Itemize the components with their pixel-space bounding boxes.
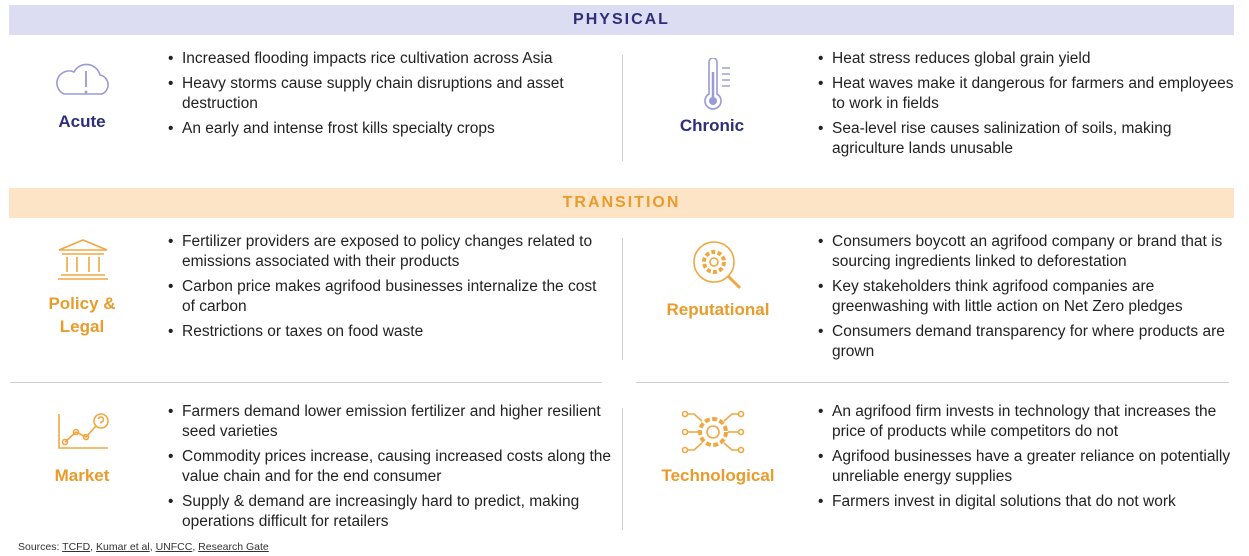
bullet-item: Increased flooding impacts rice cultivat… (168, 49, 612, 69)
category-label: Market (54, 466, 110, 485)
bullet-list: Increased flooding impacts rice cultivat… (168, 49, 612, 144)
bullet-item: Heat waves make it dangerous for farmers… (818, 74, 1242, 114)
separator: , (149, 541, 153, 553)
tech-gear-icon (681, 410, 745, 454)
bullet-list: Fertilizer providers are exposed to poli… (168, 232, 612, 347)
category-label: Policy & Legal (48, 294, 116, 336)
bullet-item: Heavy storms cause supply chain disrupti… (168, 74, 612, 114)
source-link[interactable]: Research Gate (198, 541, 269, 553)
section-header: TRANSITION (9, 188, 1234, 218)
bullet-list: Heat stress reduces global grain yield He… (818, 49, 1242, 164)
separator: , (192, 541, 196, 553)
bullet-item: Commodity prices increase, causing incre… (168, 447, 612, 487)
bullet-item: Farmers demand lower emission fertilizer… (168, 402, 612, 442)
source-link[interactable]: Kumar et al (96, 541, 150, 553)
cloud-icon (56, 63, 109, 95)
chart-icon (58, 413, 109, 449)
bullet-item: Agrifood businesses have a greater relia… (818, 447, 1242, 487)
category-label: Chronic (679, 116, 745, 135)
bullet-item: Sea-level rise causes salinization of so… (818, 119, 1242, 159)
sources: Sources: TCFD, Kumar et al, UNFCC, Resea… (18, 541, 269, 553)
sources-prefix: Sources: (18, 541, 60, 553)
category-label: Acute (58, 112, 106, 131)
bullet-item: Heat stress reduces global grain yield (818, 49, 1242, 69)
building-icon (58, 239, 108, 280)
bullet-item: Restrictions or taxes on food waste (168, 322, 612, 342)
bullet-item: Carbon price makes agrifood businesses i… (168, 277, 612, 317)
source-link[interactable]: UNFCC (155, 541, 193, 553)
separator: , (90, 541, 94, 553)
section-header: PHYSICAL (9, 5, 1234, 35)
bullet-list: Consumers boycott an agrifood company or… (818, 232, 1242, 367)
bullet-item: Consumers boycott an agrifood company or… (818, 232, 1242, 272)
bullet-item: Key stakeholders think agrifood companie… (818, 277, 1242, 317)
bullet-list: Farmers demand lower emission fertilizer… (168, 402, 612, 537)
bullet-item: An agrifood firm invests in technology t… (818, 402, 1242, 442)
category-label: Reputational (666, 300, 770, 319)
bullet-item: An early and intense frost kills special… (168, 119, 612, 139)
source-link[interactable]: TCFD (62, 541, 91, 553)
bullet-list: An agrifood firm invests in technology t… (818, 402, 1242, 517)
divider (622, 238, 623, 360)
divider (10, 382, 602, 383)
bullet-item: Farmers invest in digital solutions that… (818, 492, 1242, 512)
bullet-item: Consumers demand transparency for where … (818, 322, 1242, 362)
bullet-item: Supply & demand are increasingly hard to… (168, 492, 612, 532)
divider (622, 55, 623, 161)
gear-search-icon (693, 241, 742, 290)
divider (636, 382, 1229, 383)
bullet-item: Fertilizer providers are exposed to poli… (168, 232, 612, 272)
thermometer-icon (704, 58, 730, 110)
category-label: Technological (661, 466, 775, 485)
divider (622, 408, 623, 530)
